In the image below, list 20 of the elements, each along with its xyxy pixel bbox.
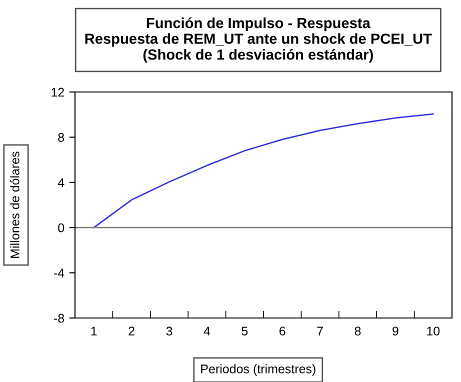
x-tick-label: 8	[354, 326, 361, 336]
x-tick-label: 6	[280, 326, 286, 336]
x-tick-label: 7	[317, 326, 323, 336]
y-tick-label: -4	[54, 268, 64, 278]
x-tick-label: 1	[91, 326, 97, 336]
y-tick-label: 0	[58, 223, 64, 232]
y-tick-label: -8	[54, 314, 64, 323]
x-tick-label: 10	[427, 326, 440, 336]
x-tick-label: 3	[166, 326, 172, 336]
x-axis-title: Periodos (trimestres)	[201, 364, 316, 376]
x-tick-label: 5	[242, 326, 248, 336]
x-tick-label: 2	[128, 326, 134, 336]
y-tick-label: 4	[58, 178, 64, 187]
y-axis-title: Millones de dólares	[10, 152, 20, 258]
x-tick-label: 9	[392, 326, 398, 336]
y-tick-label: 8	[58, 133, 64, 142]
chart-title: Función de Impulso - Respuesta Respuesta de REM_UT ante un shock de PCEI_UT (Shock de 1 desviación estándar)	[85, 17, 432, 63]
line-series	[93, 113, 434, 228]
y-tick-label: 12	[52, 88, 64, 97]
x-tick-label: 4	[204, 326, 210, 336]
